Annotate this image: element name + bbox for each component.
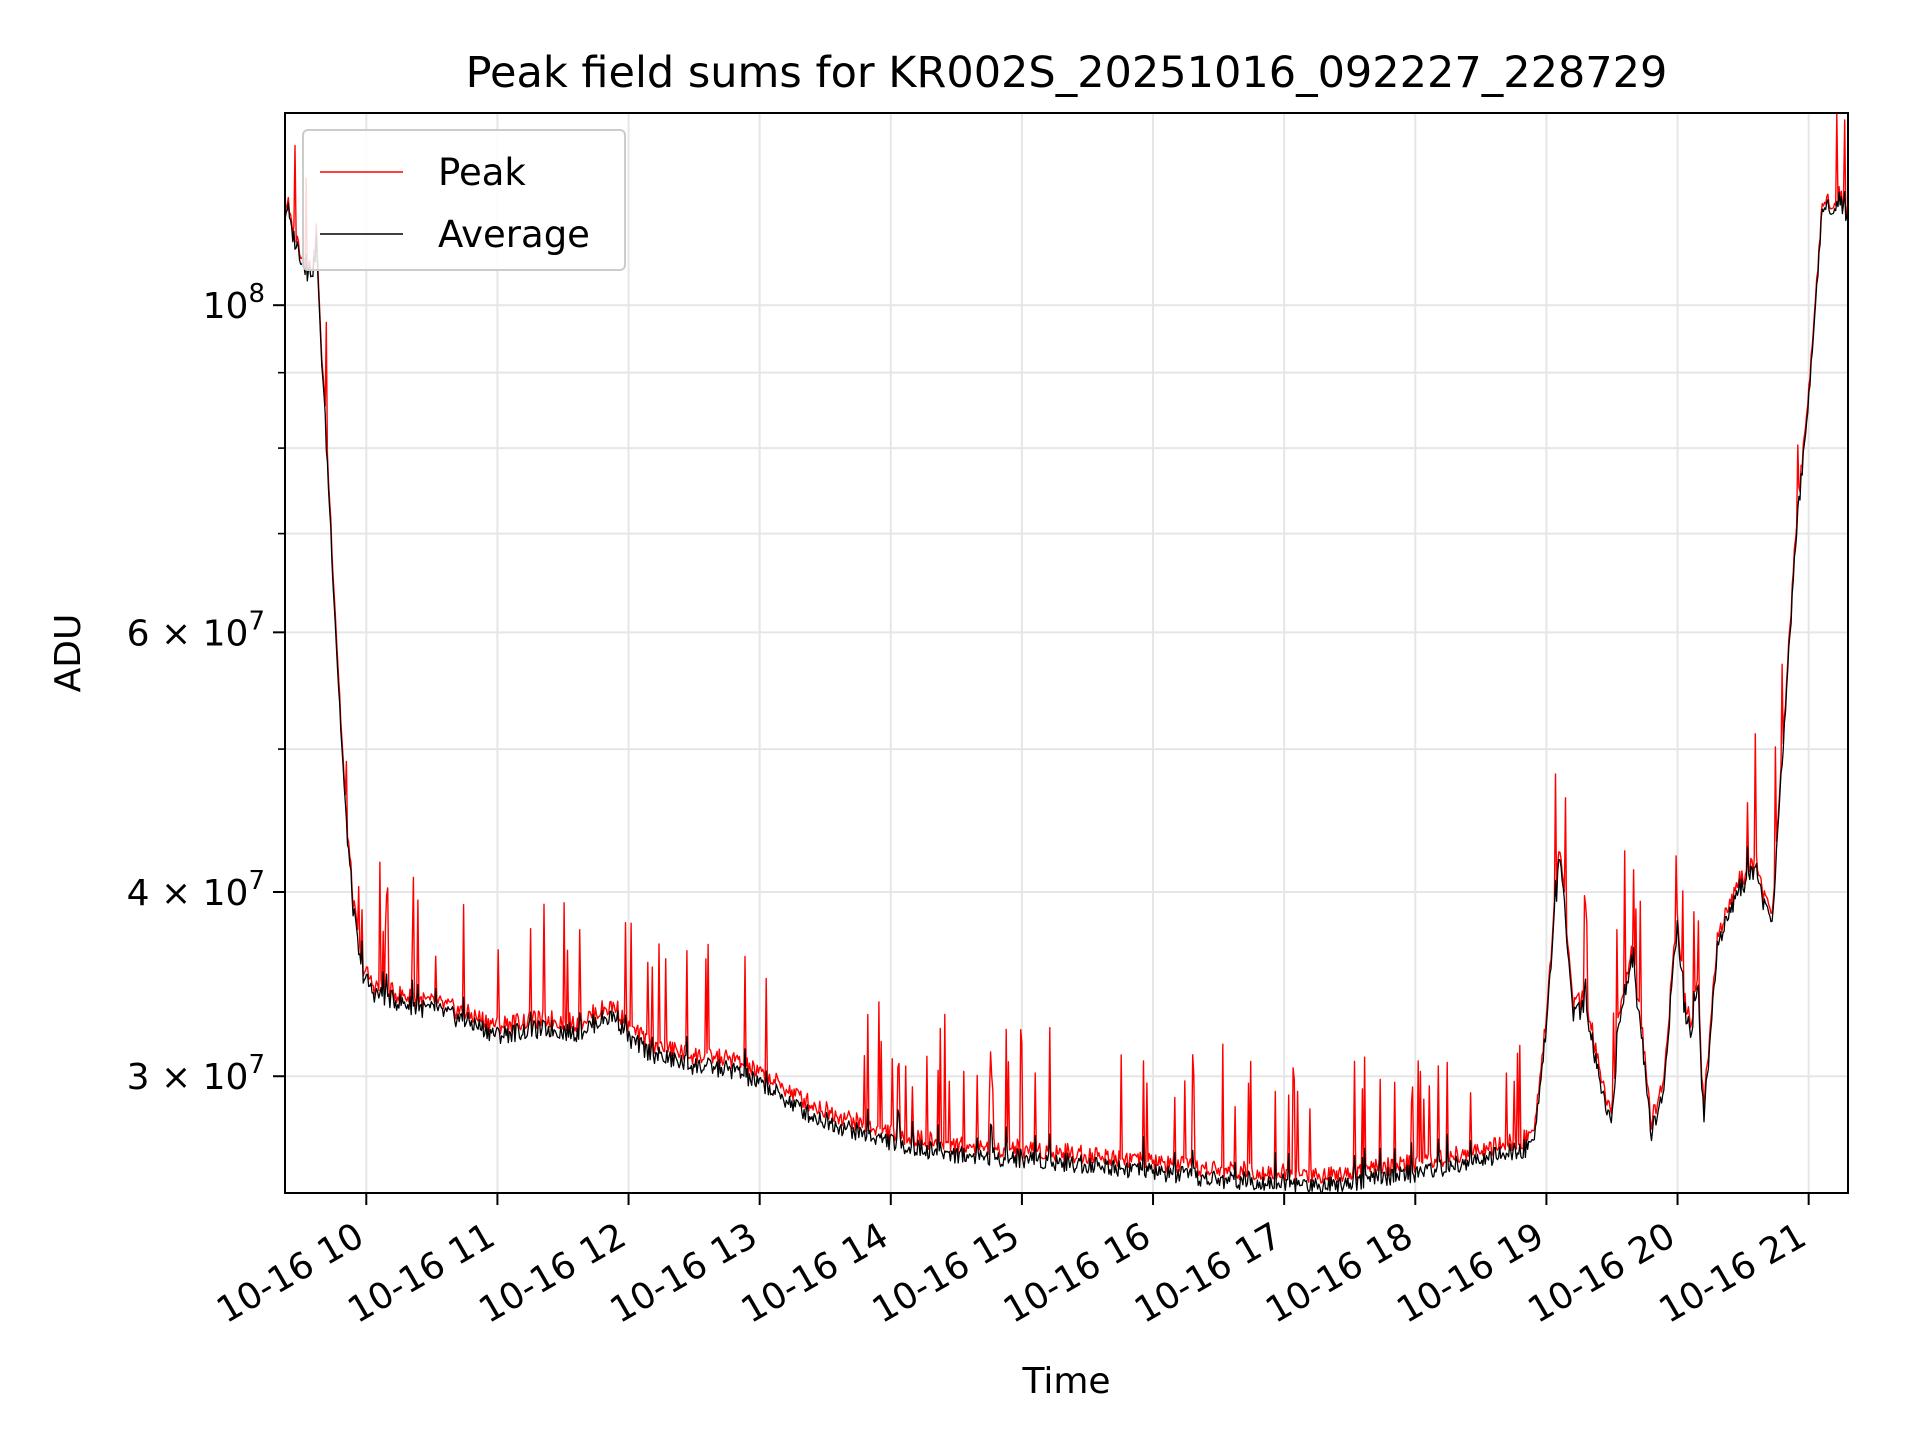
y-tick-text: 6 — [127, 613, 161, 654]
y-tick-text: × — [161, 613, 203, 654]
y-tick-exponent: 7 — [248, 1050, 265, 1080]
legend-label-average: Average — [438, 213, 590, 256]
chart-title: Peak field sums for KR002S_20251016_0922… — [466, 48, 1668, 98]
series-line-average — [284, 190, 1849, 1194]
y-tick-text: 10 — [203, 613, 249, 654]
y-tick-exponent: 7 — [248, 606, 265, 636]
y-tick-text: 10 — [203, 873, 249, 914]
y-tick-label: 108 — [203, 279, 265, 327]
y-tick-text: × — [161, 1057, 203, 1098]
x-axis-title: Time — [1021, 1361, 1110, 1402]
y-tick-text: 10 — [203, 1057, 249, 1098]
y-tick-exponent: 8 — [248, 279, 265, 309]
y-tick-label: 4 × 107 — [127, 866, 265, 914]
series-layer — [284, 112, 1849, 1194]
y-tick-text: × — [161, 873, 203, 914]
y-tick-label: 6 × 107 — [127, 606, 265, 654]
y-tick-text: 3 — [127, 1057, 161, 1098]
y-tick-exponent: 7 — [248, 866, 265, 896]
plot-frame — [284, 112, 1849, 1194]
legend-box — [302, 129, 626, 271]
y-tick-label: 3 × 107 — [127, 1050, 265, 1098]
y-tick-text: 4 — [127, 873, 161, 914]
legend-label-peak: Peak — [438, 151, 526, 194]
legend: Peak Average — [302, 129, 626, 271]
y-axis-title: ADU — [48, 614, 89, 693]
grid — [285, 113, 1848, 1193]
y-tick-text: 10 — [203, 286, 249, 327]
